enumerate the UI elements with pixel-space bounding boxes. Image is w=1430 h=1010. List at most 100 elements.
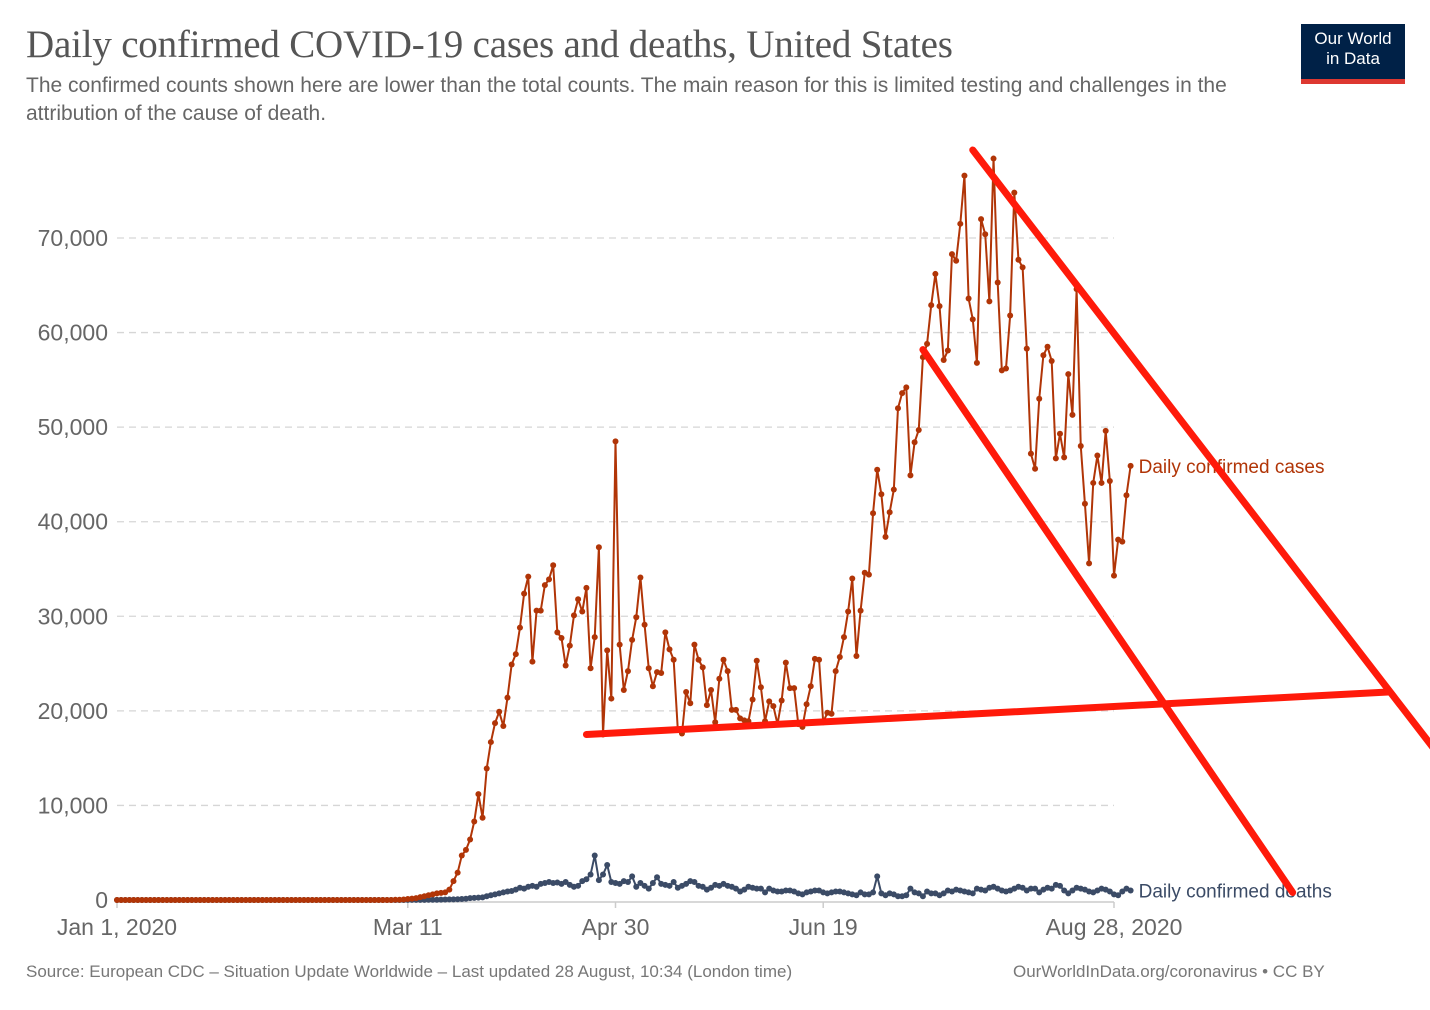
owid-logo[interactable]: Our World in Data <box>1301 24 1405 84</box>
data-point <box>114 897 120 903</box>
data-point <box>882 533 889 540</box>
data-point <box>957 220 964 227</box>
data-point <box>425 896 432 903</box>
data-point <box>546 576 553 583</box>
data-point <box>1123 492 1130 499</box>
series-line <box>117 157 1132 901</box>
data-point <box>691 641 698 648</box>
annotation-lines <box>582 146 1430 896</box>
data-point <box>317 897 324 903</box>
data-point <box>354 897 361 903</box>
y-tick-label: 10,000 <box>38 792 108 818</box>
data-point <box>928 890 935 897</box>
data-point <box>458 852 465 859</box>
data-point <box>292 897 299 903</box>
data-point <box>305 897 312 903</box>
data-point <box>566 642 573 649</box>
logo-line-1: Our World <box>1314 29 1392 48</box>
data-point <box>695 656 702 663</box>
data-point <box>550 562 557 569</box>
series-label-deaths: Daily confirmed deaths <box>1139 882 1332 903</box>
data-point <box>130 897 137 903</box>
data-point <box>936 303 943 310</box>
data-point <box>961 172 968 179</box>
data-point <box>654 874 661 881</box>
data-point <box>1002 365 1009 372</box>
data-point <box>911 439 918 446</box>
data-point <box>330 897 337 903</box>
data-point <box>1069 411 1076 418</box>
data-point <box>953 257 960 264</box>
data-point <box>138 897 145 903</box>
data-point <box>342 897 349 903</box>
data-point <box>965 295 972 302</box>
series-group <box>114 155 1134 903</box>
data-point <box>604 862 611 869</box>
data-point <box>176 897 183 903</box>
data-point <box>433 896 440 903</box>
data-point <box>595 877 602 884</box>
series-label-cases: Daily confirmed cases <box>1139 457 1325 478</box>
data-point <box>832 888 839 895</box>
data-point <box>271 897 278 903</box>
data-point <box>583 876 590 883</box>
data-point <box>562 662 569 669</box>
data-point <box>454 869 461 876</box>
data-point <box>629 636 636 643</box>
data-point <box>471 818 478 825</box>
data-point <box>720 656 727 663</box>
data-point <box>624 879 631 886</box>
data-point <box>575 596 582 603</box>
data-point <box>886 509 893 516</box>
data-point <box>624 668 631 675</box>
y-tick-label: 30,000 <box>38 603 108 629</box>
data-point <box>1040 352 1047 359</box>
data-point <box>728 706 735 713</box>
data-point <box>1102 427 1109 434</box>
data-point <box>313 897 320 903</box>
data-point <box>762 889 769 896</box>
data-point <box>143 897 150 903</box>
data-point <box>770 703 777 710</box>
data-point <box>857 607 864 614</box>
data-point <box>969 316 976 323</box>
data-point <box>691 879 698 886</box>
y-tick-label: 60,000 <box>38 320 108 346</box>
data-point <box>192 897 199 903</box>
data-point <box>828 710 835 717</box>
data-point <box>861 891 868 898</box>
data-point <box>670 656 677 663</box>
data-point <box>151 897 158 903</box>
data-point <box>1081 500 1088 507</box>
data-point <box>359 897 366 903</box>
credit-link[interactable]: OurWorldInData.org/coronavirus • CC BY <box>1013 962 1325 981</box>
data-point <box>1027 885 1034 892</box>
data-point <box>188 897 195 903</box>
data-point <box>890 486 897 493</box>
data-point <box>122 897 129 903</box>
data-point <box>479 814 486 821</box>
data-point <box>649 879 656 886</box>
data-point <box>865 571 872 578</box>
data-point <box>168 897 175 903</box>
data-point <box>504 694 511 701</box>
data-point <box>296 897 303 903</box>
data-point <box>633 614 640 621</box>
data-point <box>579 608 586 615</box>
data-point <box>230 897 237 903</box>
series-labels: Daily confirmed deaths Daily confirmed ca… <box>1139 457 1332 903</box>
data-point <box>126 897 133 903</box>
data-point <box>255 897 262 903</box>
data-point <box>438 896 445 903</box>
data-point <box>496 708 503 715</box>
data-point <box>429 896 436 903</box>
data-point <box>587 871 594 878</box>
y-tick-label: 20,000 <box>38 698 108 724</box>
y-axis-ticks: 0 10,000 20,000 30,000 40,000 50,000 60,000 70,… <box>38 225 108 913</box>
data-point <box>874 466 881 473</box>
data-point <box>836 653 843 660</box>
data-point <box>147 897 154 903</box>
data-point <box>969 890 976 897</box>
data-point <box>1056 430 1063 437</box>
